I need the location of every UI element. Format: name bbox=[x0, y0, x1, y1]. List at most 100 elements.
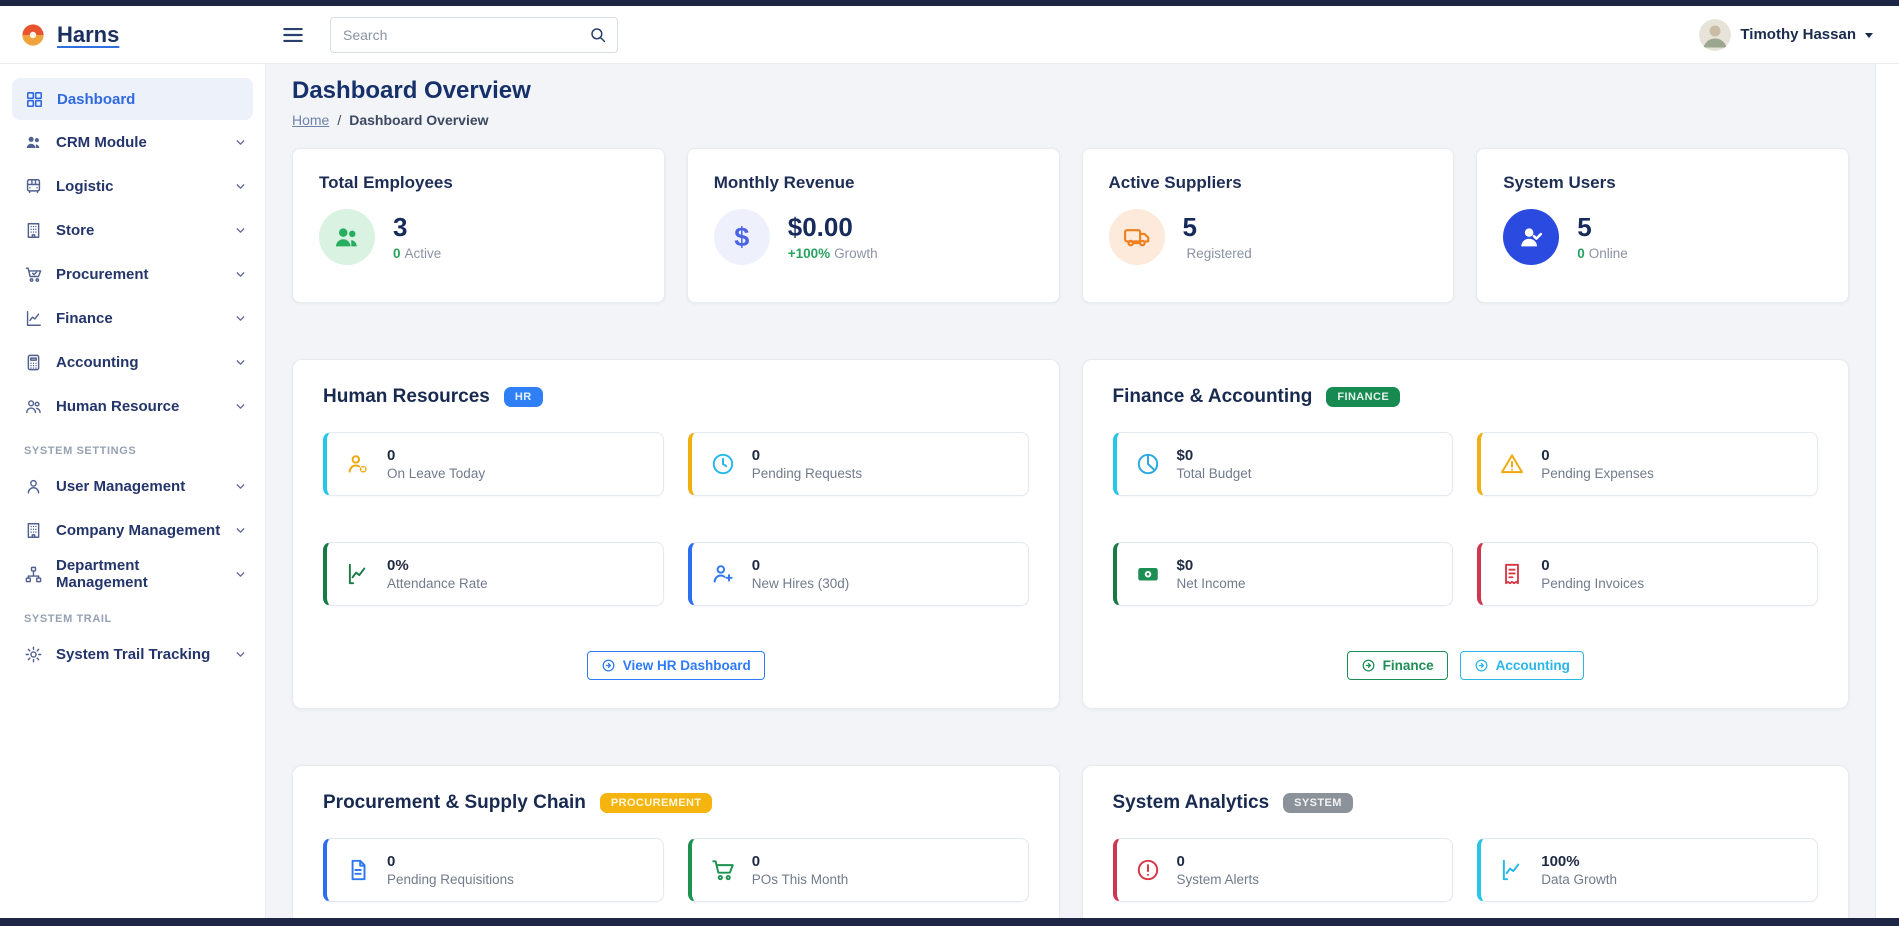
cart-icon bbox=[710, 857, 736, 883]
sidebar-item-label: Department Management bbox=[56, 557, 148, 591]
chevron-down-icon bbox=[234, 480, 247, 493]
module-title: System Analytics bbox=[1112, 792, 1270, 813]
stat-card-system-users: System Users 5 0 Online bbox=[1476, 148, 1849, 303]
sidebar-item-finance[interactable]: Finance bbox=[0, 296, 265, 340]
tile-system-alerts: 0 System Alerts bbox=[1112, 838, 1454, 902]
sidebar-section-label: SYSTEM SETTINGS bbox=[24, 445, 137, 457]
chevron-down-icon bbox=[234, 648, 247, 661]
sidebar-item-label: System Trail Tracking bbox=[56, 645, 211, 663]
chevron-down-icon bbox=[234, 312, 247, 325]
module-card-procurement: Procurement & Supply Chain PROCUREMENT 0… bbox=[292, 765, 1060, 926]
module-cards: Human Resources HR 0 On Leave Today bbox=[292, 359, 1849, 926]
stat-value: 5 bbox=[1577, 212, 1592, 243]
hamburger-icon[interactable] bbox=[280, 22, 306, 48]
breadcrumb-home-link[interactable]: Home bbox=[292, 112, 330, 128]
sidebar-item-label: Dashboard bbox=[57, 90, 136, 108]
sidebar-item-store[interactable]: Store bbox=[0, 208, 265, 252]
tile-pending-requisitions: 0 Pending Requisitions bbox=[323, 838, 664, 902]
stat-value: 5 bbox=[1182, 212, 1197, 243]
tile-pending-invoices: 0 Pending Invoices bbox=[1477, 542, 1818, 606]
bus-icon bbox=[24, 177, 43, 196]
brand-link[interactable]: Harns bbox=[57, 21, 120, 47]
sidebar-item-system-trail-tracking[interactable]: System Trail Tracking bbox=[0, 632, 265, 676]
tile-pending-requests: 0 Pending Requests bbox=[687, 432, 1029, 496]
grid-icon bbox=[25, 90, 44, 109]
tile-net-income: $0 Net Income bbox=[1112, 542, 1454, 606]
sidebar-item-procurement[interactable]: Procurement bbox=[0, 252, 265, 296]
sidebar-item-department-management[interactable]: Department Management bbox=[0, 552, 265, 596]
alert-icon bbox=[1135, 857, 1161, 883]
stat-sub: Registered bbox=[1186, 245, 1252, 261]
brand-area: Harns bbox=[0, 22, 266, 48]
search-box bbox=[330, 16, 618, 53]
person-plus-icon bbox=[710, 561, 736, 587]
cart-icon bbox=[24, 265, 43, 284]
topbar: Harns Timothy Hassan bbox=[0, 6, 1899, 64]
clock-icon bbox=[710, 451, 736, 477]
chevron-down-icon bbox=[234, 524, 247, 537]
user-menu[interactable]: Timothy Hassan bbox=[1699, 18, 1873, 51]
document-icon bbox=[345, 857, 371, 883]
stat-card-total-employees: Total Employees 3 0 Active bbox=[292, 148, 665, 303]
sidebar-item-accounting[interactable]: Accounting bbox=[0, 340, 265, 384]
sidebar-section-label: SYSTEM TRAIL bbox=[24, 613, 112, 625]
stat-value: $0.00 bbox=[787, 212, 853, 243]
sidebar-item-label: Finance bbox=[56, 309, 113, 327]
arrow-right-circle-icon bbox=[1475, 659, 1488, 672]
stats-row: Total Employees 3 0 Active Monthly Revenu… bbox=[292, 148, 1849, 303]
line-chart-icon bbox=[345, 561, 371, 587]
system-badge: SYSTEM bbox=[1283, 793, 1353, 813]
tile-on-leave-today: 0 On Leave Today bbox=[323, 432, 664, 496]
sidebar-item-user-management[interactable]: User Management bbox=[0, 464, 265, 508]
tile-data-growth: 100% Data Growth bbox=[1477, 838, 1818, 902]
chevron-down-icon bbox=[234, 356, 247, 369]
stat-sub: 0 Online bbox=[1577, 245, 1628, 261]
stat-card-monthly-revenue: Monthly Revenue $ $0.00 +100% Growth bbox=[686, 148, 1060, 303]
stat-value: 3 bbox=[393, 212, 408, 243]
sidebar-item-dashboard[interactable]: Dashboard bbox=[12, 78, 253, 120]
chevron-down-icon bbox=[234, 180, 247, 193]
chevron-down-icon bbox=[234, 224, 247, 237]
accounting-button[interactable]: Accounting bbox=[1459, 651, 1584, 680]
sidebar-item-logistic[interactable]: Logistic bbox=[0, 164, 265, 208]
sidebar-item-label: Human Resource bbox=[56, 397, 180, 415]
sidebar-item-label: User Management bbox=[56, 477, 186, 495]
tile-pos-this-month: 0 POs This Month bbox=[687, 838, 1029, 902]
sidebar-item-label: Store bbox=[56, 221, 95, 239]
chevron-down-icon bbox=[234, 268, 247, 281]
chevron-down-icon bbox=[234, 400, 247, 413]
finance-button[interactable]: Finance bbox=[1346, 651, 1448, 680]
tile-new-hires: 0 New Hires (30d) bbox=[687, 542, 1029, 606]
page-title: Dashboard Overview bbox=[292, 77, 531, 104]
module-card-human-resources: Human Resources HR 0 On Leave Today bbox=[292, 359, 1060, 709]
breadcrumb-current: Dashboard Overview bbox=[349, 112, 489, 128]
window-frame-bottom bbox=[0, 918, 1899, 926]
tile-attendance-rate: 0% Attendance Rate bbox=[323, 542, 664, 606]
user-check-icon bbox=[1503, 209, 1560, 265]
sidebar: Dashboard CRM Module Logistic Store bbox=[0, 64, 266, 918]
module-card-finance-accounting: Finance & Accounting FINANCE $0 Total Bu… bbox=[1081, 359, 1849, 709]
module-card-system-analytics: System Analytics SYSTEM 0 System Alerts bbox=[1081, 765, 1849, 926]
invoice-icon bbox=[1499, 561, 1525, 587]
calculator-icon bbox=[24, 353, 43, 372]
tile-pending-expenses: 0 Pending Expenses bbox=[1477, 432, 1818, 496]
stat-sub: 0 Active bbox=[393, 245, 442, 261]
chevron-down-icon bbox=[234, 136, 247, 149]
breadcrumb-separator: / bbox=[337, 112, 342, 128]
module-title: Human Resources bbox=[323, 386, 490, 407]
view-hr-dashboard-button[interactable]: View HR Dashboard bbox=[586, 651, 765, 680]
sidebar-item-crm-module[interactable]: CRM Module bbox=[0, 120, 265, 164]
cash-icon bbox=[1135, 561, 1161, 587]
person-x-icon bbox=[345, 451, 371, 477]
truck-icon bbox=[1108, 209, 1165, 265]
sidebar-item-human-resource[interactable]: Human Resource bbox=[0, 384, 265, 428]
scrollbar[interactable] bbox=[1875, 64, 1899, 918]
people-icon bbox=[24, 397, 43, 416]
users-icon bbox=[24, 133, 43, 152]
search-input[interactable] bbox=[331, 26, 589, 43]
search-icon[interactable] bbox=[589, 26, 607, 44]
sidebar-item-company-management[interactable]: Company Management bbox=[0, 508, 265, 552]
chevron-down-icon bbox=[234, 568, 247, 581]
module-title: Procurement & Supply Chain bbox=[323, 792, 586, 813]
arrow-right-circle-icon bbox=[1362, 659, 1375, 672]
